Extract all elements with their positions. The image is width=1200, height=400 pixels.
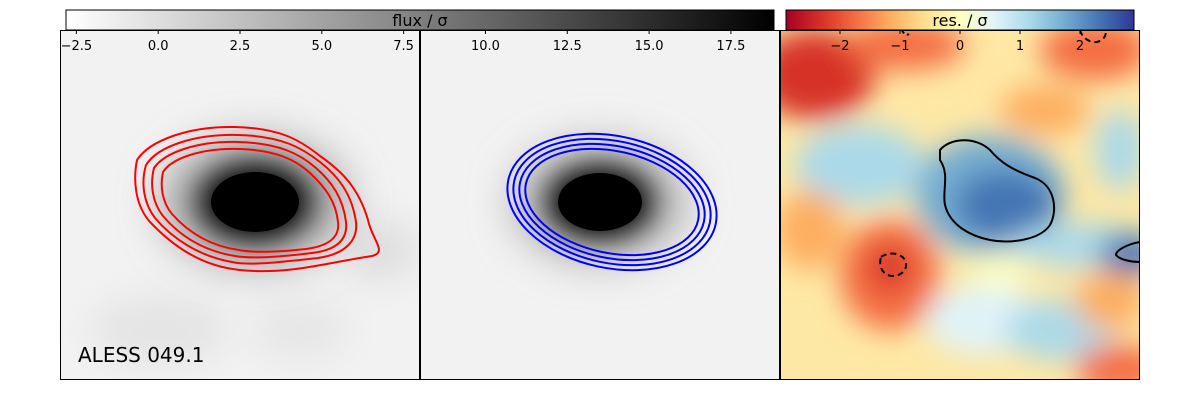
colorbar-tick-label: 0.0 bbox=[148, 39, 169, 54]
contour-line-positive bbox=[939, 139, 1056, 243]
residual-blob bbox=[795, 125, 925, 205]
residual-blob bbox=[780, 190, 845, 270]
panel-data: ALESS 049.1 bbox=[60, 30, 420, 380]
residual-blob bbox=[1075, 345, 1140, 380]
colorbar-tick-label: −2.5 bbox=[61, 39, 93, 54]
contour-line bbox=[151, 140, 348, 259]
contour-line-negative bbox=[879, 252, 908, 278]
panel-data-noise-blob bbox=[340, 220, 420, 280]
panel-model-contours bbox=[506, 132, 718, 272]
colorbar-tick-label: 17.5 bbox=[716, 39, 745, 54]
source-name-annotation: ALESS 049.1 bbox=[78, 343, 204, 367]
contour-line bbox=[524, 147, 700, 257]
colorbar-tick-label: 12.5 bbox=[553, 39, 582, 54]
panel-residual bbox=[780, 30, 1140, 380]
colorbar-residual-label: res. / σ bbox=[932, 11, 987, 30]
colorbar-tick-label: −2 bbox=[830, 39, 849, 54]
panel-model-frame bbox=[420, 30, 780, 380]
colorbar-flux-label: flux / σ bbox=[392, 11, 447, 30]
panel-data-source-center bbox=[211, 172, 299, 232]
colorbar-tick-label: 0 bbox=[956, 39, 964, 54]
colorbar-tick-label: 10.0 bbox=[471, 39, 500, 54]
panel-data-noise-blob bbox=[90, 295, 230, 365]
colorbar-residual: res. / σ bbox=[785, 9, 1135, 31]
colorbar-tick-label: −1 bbox=[890, 39, 909, 54]
residual-blob bbox=[955, 170, 1055, 240]
colorbar-tick-label: 7.5 bbox=[393, 39, 414, 54]
colorbar-flux-ticks: −2.5 0.0 2.5 5.0 7.5 10.0 12.5 15.0 17.5 bbox=[61, 30, 745, 54]
colorbar-tick-label: 5.0 bbox=[311, 39, 332, 54]
contour-line bbox=[512, 137, 712, 267]
panel-model-source-center bbox=[558, 173, 642, 231]
contour-line bbox=[160, 147, 340, 253]
panel-residual-contours bbox=[879, 30, 1140, 278]
colorbar-residual-ticks: −2 −1 0 1 2 bbox=[830, 30, 1084, 54]
residual-blob bbox=[1095, 110, 1140, 190]
contour-line bbox=[134, 125, 380, 273]
panel-data-contours bbox=[134, 125, 380, 273]
panel-data-noise-blob bbox=[250, 300, 350, 360]
colorbar-flux: flux / σ bbox=[65, 9, 775, 31]
residual-blob bbox=[970, 252, 1030, 288]
contour-line bbox=[518, 142, 706, 262]
panel-residual-field bbox=[780, 30, 1140, 380]
residual-blob bbox=[1075, 270, 1140, 330]
contour-line-positive bbox=[1114, 241, 1140, 263]
residual-blob bbox=[845, 30, 965, 70]
panel-model bbox=[420, 30, 780, 380]
residual-blob bbox=[1040, 30, 1140, 80]
residual-blob bbox=[1000, 85, 1090, 135]
colorbar-tick-label: 1 bbox=[1016, 39, 1024, 54]
colorbar-tick-label: 15.0 bbox=[635, 39, 664, 54]
contour-line bbox=[506, 132, 718, 272]
colorbar-tick-label: 2.5 bbox=[230, 39, 251, 54]
contour-line-negative bbox=[1079, 30, 1107, 44]
contour-line bbox=[142, 133, 358, 265]
colorbar-tick-label: 2 bbox=[1076, 39, 1084, 54]
